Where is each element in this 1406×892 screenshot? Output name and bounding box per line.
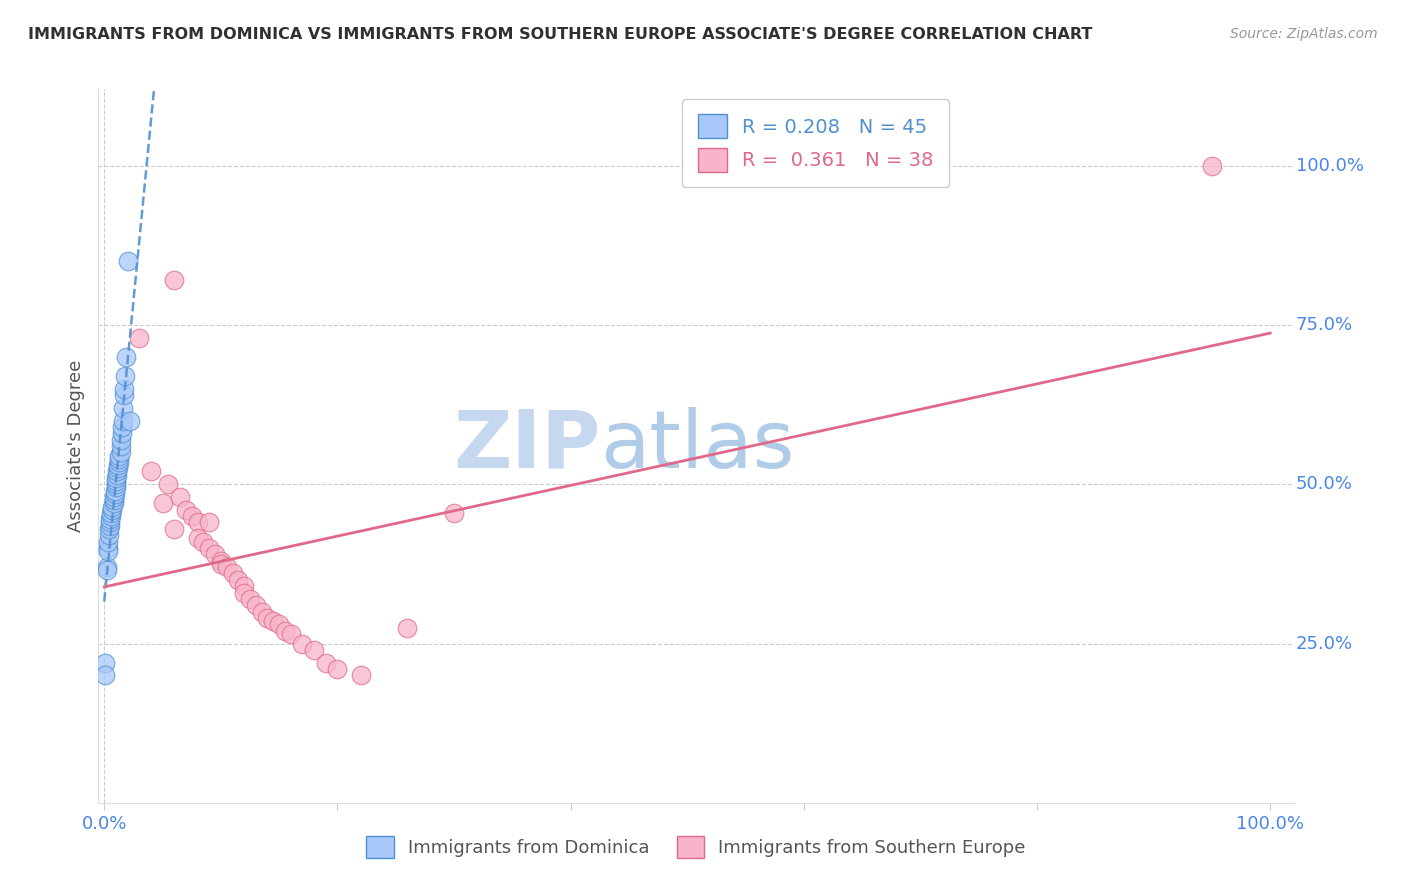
Point bbox=[111, 420, 134, 434]
Point bbox=[110, 445, 132, 459]
Point bbox=[110, 433, 132, 447]
Point bbox=[111, 426, 134, 441]
Legend: Immigrants from Dominica, Immigrants from Southern Europe: Immigrants from Dominica, Immigrants fro… bbox=[360, 829, 1032, 865]
Point bbox=[104, 483, 127, 498]
Point bbox=[97, 522, 120, 536]
Point bbox=[174, 502, 197, 516]
Text: 100.0%: 100.0% bbox=[1296, 157, 1364, 175]
Point bbox=[198, 516, 221, 530]
Point bbox=[115, 350, 138, 364]
Point bbox=[245, 599, 267, 613]
Point bbox=[101, 502, 124, 516]
Point bbox=[233, 585, 256, 599]
Point bbox=[118, 413, 141, 427]
Point bbox=[250, 605, 273, 619]
Point bbox=[114, 368, 136, 383]
Point bbox=[1201, 159, 1223, 173]
Point bbox=[97, 544, 120, 558]
Point bbox=[104, 487, 127, 501]
Point bbox=[110, 439, 132, 453]
Point bbox=[209, 554, 232, 568]
Point bbox=[350, 668, 373, 682]
Point bbox=[96, 560, 118, 574]
Point bbox=[107, 461, 129, 475]
Point bbox=[105, 465, 128, 479]
Point bbox=[443, 506, 465, 520]
Point bbox=[105, 467, 128, 482]
Point bbox=[94, 668, 117, 682]
Text: 75.0%: 75.0% bbox=[1296, 316, 1353, 334]
Point bbox=[97, 534, 120, 549]
Point bbox=[169, 490, 191, 504]
Point bbox=[104, 477, 127, 491]
Point bbox=[108, 449, 131, 463]
Point bbox=[104, 471, 127, 485]
Point bbox=[107, 458, 129, 472]
Point bbox=[239, 591, 262, 606]
Text: 50.0%: 50.0% bbox=[1296, 475, 1353, 493]
Point bbox=[108, 455, 131, 469]
Point bbox=[152, 496, 174, 510]
Point bbox=[100, 506, 122, 520]
Point bbox=[274, 624, 297, 638]
Point bbox=[103, 490, 125, 504]
Text: atlas: atlas bbox=[600, 407, 794, 485]
Point bbox=[101, 500, 124, 514]
Point bbox=[228, 573, 250, 587]
Point bbox=[100, 509, 122, 524]
Point bbox=[280, 627, 302, 641]
Y-axis label: Associate's Degree: Associate's Degree bbox=[66, 359, 84, 533]
Point bbox=[180, 509, 202, 524]
Point bbox=[302, 643, 325, 657]
Point bbox=[111, 413, 134, 427]
Point bbox=[103, 496, 125, 510]
Point bbox=[326, 662, 349, 676]
Point bbox=[157, 477, 180, 491]
Point bbox=[291, 636, 314, 650]
Point bbox=[98, 512, 121, 526]
Point bbox=[112, 388, 135, 402]
Point bbox=[139, 465, 162, 479]
Point bbox=[233, 579, 256, 593]
Point bbox=[163, 273, 186, 287]
Point bbox=[221, 566, 243, 581]
Point bbox=[193, 534, 215, 549]
Point bbox=[396, 621, 419, 635]
Text: ZIP: ZIP bbox=[453, 407, 600, 485]
Point bbox=[186, 516, 208, 530]
Point bbox=[315, 656, 337, 670]
Point bbox=[256, 611, 278, 625]
Point bbox=[98, 516, 121, 530]
Point bbox=[262, 614, 284, 628]
Point bbox=[108, 451, 131, 466]
Point bbox=[104, 474, 127, 488]
Point bbox=[128, 331, 150, 345]
Point bbox=[104, 480, 127, 494]
Point bbox=[112, 382, 135, 396]
Point bbox=[163, 522, 186, 536]
Text: IMMIGRANTS FROM DOMINICA VS IMMIGRANTS FROM SOUTHERN EUROPE ASSOCIATE'S DEGREE C: IMMIGRANTS FROM DOMINICA VS IMMIGRANTS F… bbox=[28, 27, 1092, 42]
Point bbox=[209, 557, 232, 571]
Point bbox=[97, 541, 120, 555]
Point bbox=[117, 254, 139, 268]
Point bbox=[198, 541, 221, 555]
Text: 25.0%: 25.0% bbox=[1296, 634, 1353, 653]
Point bbox=[96, 563, 118, 577]
Text: Source: ZipAtlas.com: Source: ZipAtlas.com bbox=[1230, 27, 1378, 41]
Point bbox=[111, 401, 134, 415]
Point bbox=[204, 547, 226, 561]
Point bbox=[103, 493, 125, 508]
Point bbox=[97, 528, 120, 542]
Point bbox=[186, 532, 208, 546]
Point bbox=[94, 656, 117, 670]
Point bbox=[215, 560, 238, 574]
Point bbox=[269, 617, 291, 632]
Point bbox=[98, 518, 121, 533]
